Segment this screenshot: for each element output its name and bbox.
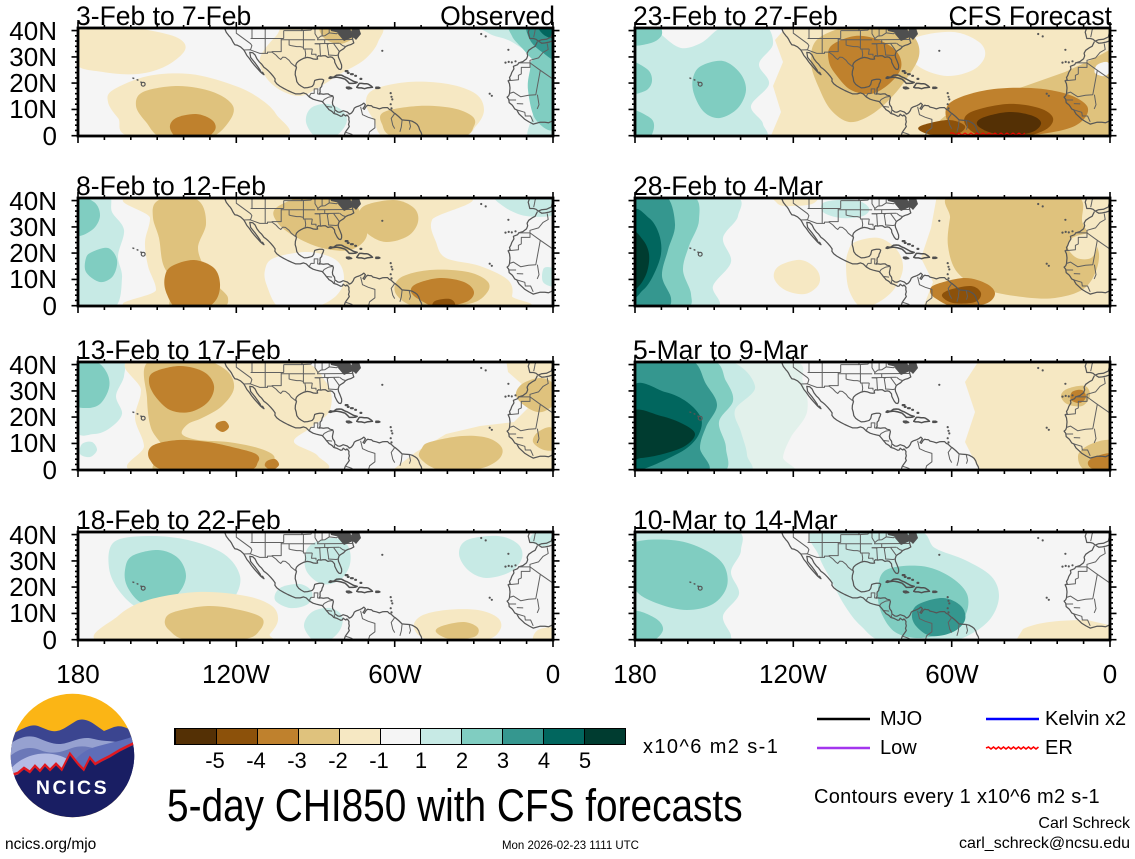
svg-text:NCICS: NCICS — [36, 777, 109, 799]
